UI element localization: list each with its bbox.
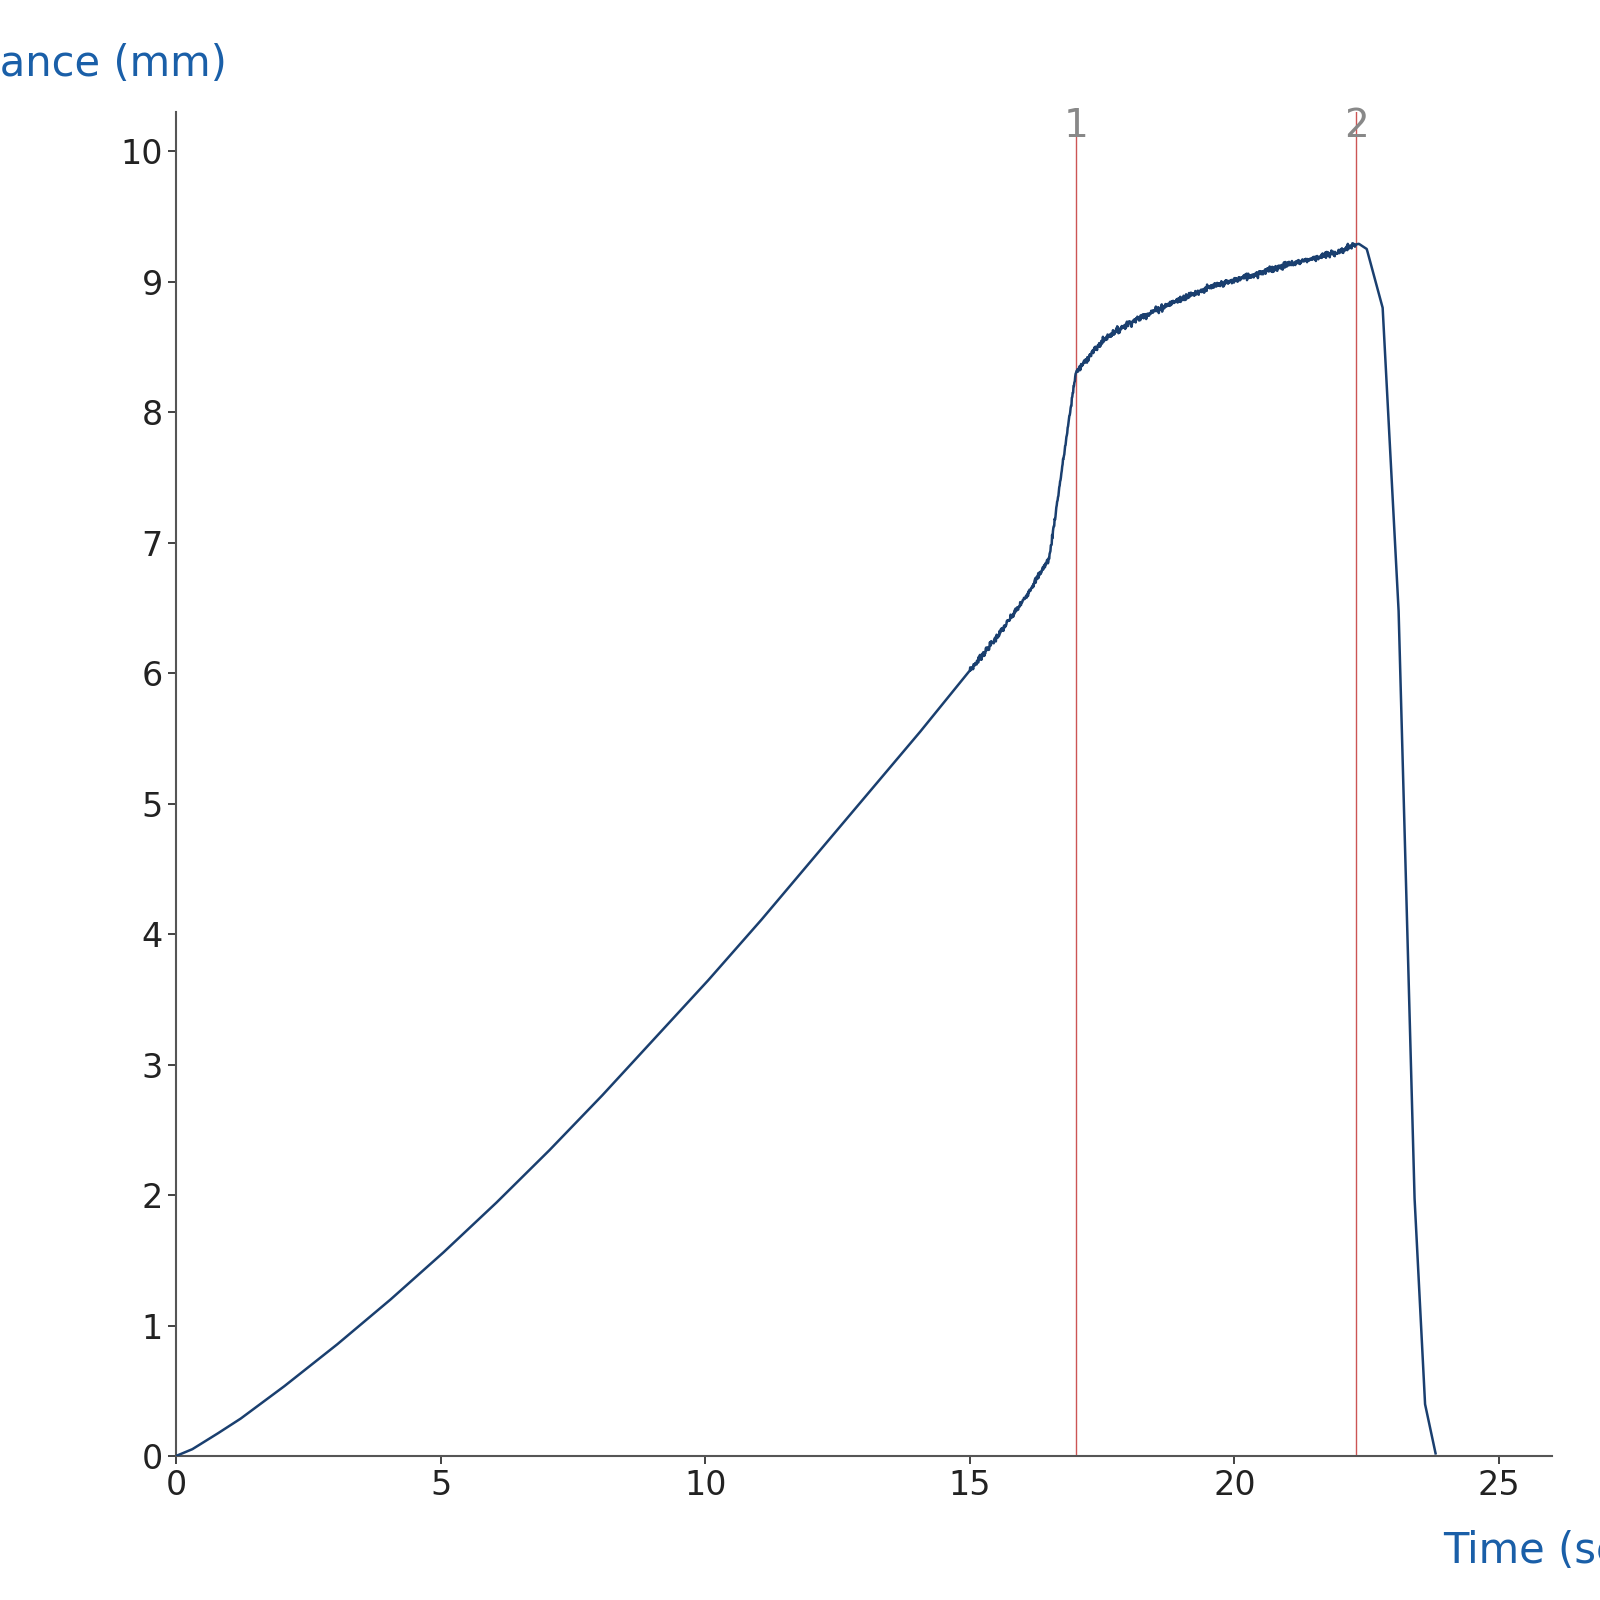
Text: 2: 2: [1344, 107, 1368, 144]
Text: 1: 1: [1064, 107, 1088, 144]
X-axis label: Time (sec): Time (sec): [1443, 1530, 1600, 1571]
Y-axis label: Distance (mm): Distance (mm): [0, 43, 227, 85]
